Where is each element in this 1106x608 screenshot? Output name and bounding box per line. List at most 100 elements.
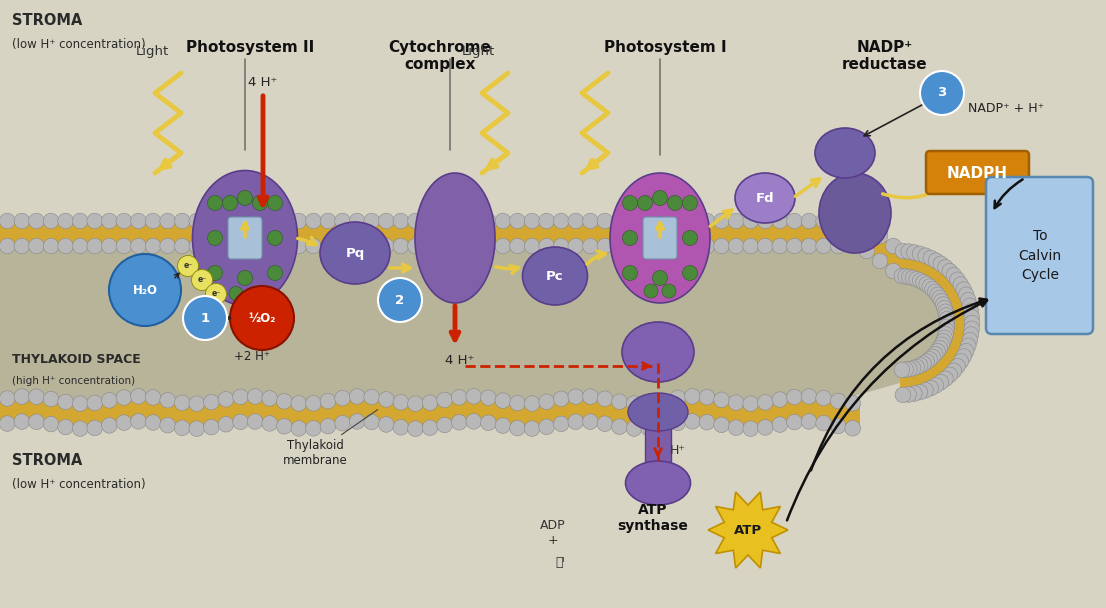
Circle shape bbox=[925, 349, 940, 365]
Circle shape bbox=[743, 213, 759, 229]
Circle shape bbox=[553, 213, 568, 229]
Circle shape bbox=[553, 416, 568, 432]
Circle shape bbox=[901, 244, 917, 260]
Circle shape bbox=[953, 277, 969, 292]
Circle shape bbox=[662, 284, 676, 298]
Circle shape bbox=[925, 282, 940, 297]
Circle shape bbox=[524, 421, 540, 437]
Circle shape bbox=[894, 362, 910, 378]
Circle shape bbox=[510, 213, 525, 229]
Circle shape bbox=[378, 213, 394, 229]
Circle shape bbox=[612, 419, 627, 435]
Circle shape bbox=[583, 414, 598, 429]
Circle shape bbox=[772, 416, 787, 432]
Circle shape bbox=[963, 326, 979, 342]
Circle shape bbox=[160, 213, 176, 229]
Circle shape bbox=[451, 213, 467, 229]
Circle shape bbox=[131, 238, 146, 254]
Circle shape bbox=[713, 417, 729, 433]
Circle shape bbox=[626, 396, 641, 412]
Circle shape bbox=[922, 279, 938, 294]
Text: Pc: Pc bbox=[546, 269, 564, 283]
Circle shape bbox=[510, 238, 525, 254]
Circle shape bbox=[305, 421, 321, 436]
Circle shape bbox=[268, 230, 282, 246]
Circle shape bbox=[916, 275, 931, 290]
Circle shape bbox=[175, 238, 190, 254]
Circle shape bbox=[937, 300, 952, 316]
Circle shape bbox=[72, 421, 88, 437]
Circle shape bbox=[87, 238, 103, 254]
Circle shape bbox=[58, 394, 73, 410]
Circle shape bbox=[116, 213, 132, 229]
Circle shape bbox=[58, 238, 73, 254]
Circle shape bbox=[936, 334, 951, 349]
FancyBboxPatch shape bbox=[643, 217, 677, 259]
Circle shape bbox=[539, 419, 554, 435]
Circle shape bbox=[583, 238, 598, 254]
Text: Pq: Pq bbox=[345, 246, 365, 260]
Circle shape bbox=[927, 347, 943, 362]
Circle shape bbox=[772, 392, 787, 407]
Circle shape bbox=[916, 356, 931, 371]
Circle shape bbox=[553, 391, 568, 407]
Circle shape bbox=[238, 271, 252, 286]
Circle shape bbox=[699, 213, 714, 229]
Circle shape bbox=[131, 213, 146, 229]
Circle shape bbox=[682, 196, 698, 210]
Circle shape bbox=[959, 344, 974, 359]
Circle shape bbox=[873, 253, 888, 269]
Circle shape bbox=[495, 213, 511, 229]
Circle shape bbox=[232, 238, 249, 254]
Circle shape bbox=[29, 389, 44, 404]
Circle shape bbox=[936, 297, 951, 313]
Circle shape bbox=[901, 361, 917, 377]
Circle shape bbox=[524, 238, 540, 254]
Circle shape bbox=[640, 420, 657, 436]
Circle shape bbox=[29, 238, 44, 254]
Ellipse shape bbox=[192, 170, 298, 305]
Circle shape bbox=[466, 413, 481, 429]
Circle shape bbox=[801, 389, 817, 404]
Circle shape bbox=[539, 394, 554, 410]
Circle shape bbox=[408, 396, 424, 412]
Circle shape bbox=[320, 418, 336, 434]
Text: Thylakoid
membrane: Thylakoid membrane bbox=[283, 410, 378, 467]
Circle shape bbox=[713, 392, 729, 407]
Circle shape bbox=[729, 238, 744, 254]
Circle shape bbox=[43, 392, 59, 407]
Circle shape bbox=[72, 238, 88, 254]
Circle shape bbox=[0, 391, 15, 406]
Circle shape bbox=[160, 418, 176, 433]
Polygon shape bbox=[0, 396, 860, 429]
Circle shape bbox=[743, 396, 759, 412]
FancyBboxPatch shape bbox=[228, 217, 262, 259]
Circle shape bbox=[305, 213, 321, 229]
Circle shape bbox=[938, 326, 953, 342]
Text: STROMA: STROMA bbox=[12, 453, 82, 468]
Circle shape bbox=[612, 394, 627, 409]
Circle shape bbox=[964, 309, 980, 325]
Circle shape bbox=[175, 395, 190, 410]
Circle shape bbox=[933, 294, 949, 309]
Circle shape bbox=[495, 393, 511, 409]
Circle shape bbox=[626, 238, 641, 254]
Circle shape bbox=[713, 238, 729, 254]
Circle shape bbox=[960, 338, 975, 354]
Circle shape bbox=[218, 392, 233, 407]
Text: NADP⁺ + H⁺: NADP⁺ + H⁺ bbox=[968, 102, 1044, 114]
Circle shape bbox=[918, 382, 933, 398]
Circle shape bbox=[230, 286, 294, 350]
Circle shape bbox=[912, 246, 928, 261]
Circle shape bbox=[786, 414, 802, 430]
Circle shape bbox=[437, 417, 452, 433]
Circle shape bbox=[859, 243, 875, 259]
Circle shape bbox=[43, 213, 59, 229]
Circle shape bbox=[248, 213, 263, 229]
Circle shape bbox=[924, 380, 939, 396]
Circle shape bbox=[597, 213, 613, 229]
Circle shape bbox=[743, 238, 759, 254]
Circle shape bbox=[898, 269, 914, 284]
Circle shape bbox=[87, 213, 103, 229]
FancyBboxPatch shape bbox=[987, 177, 1093, 334]
